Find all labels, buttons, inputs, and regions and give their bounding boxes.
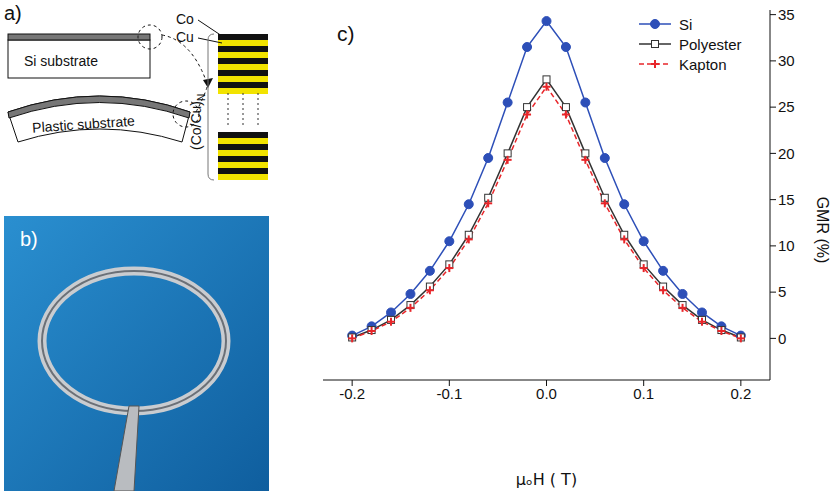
- svg-text:b): b): [20, 228, 38, 250]
- html-text:Kapton: Kapton: [679, 55, 727, 73]
- svg-text:(Co/Cu)N: (Co/Cu)N: [188, 94, 207, 150]
- html-text:μₒH ( T): μₒH ( T): [515, 470, 578, 489]
- svg-text:a): a): [4, 2, 22, 24]
- html-text:c): c): [337, 22, 355, 45]
- svg-text:Co: Co: [176, 11, 194, 27]
- svg-text:0.1: 0.1: [633, 385, 654, 402]
- svg-text:20: 20: [778, 145, 795, 162]
- svg-text:30: 30: [778, 52, 795, 69]
- svg-text:5: 5: [778, 283, 786, 300]
- svg-text:35: 35: [778, 6, 795, 23]
- svg-text:10: 10: [778, 237, 795, 254]
- svg-text:0.0: 0.0: [536, 385, 557, 402]
- svg-text:-0.2: -0.2: [339, 385, 365, 402]
- svg-text:Si substrate: Si substrate: [24, 53, 98, 69]
- svg-text:Plastic substrate: Plastic substrate: [32, 113, 136, 136]
- svg-text:15: 15: [778, 191, 795, 208]
- html-text:Polyester: Polyester: [679, 35, 742, 53]
- svg-text:Cu: Cu: [176, 29, 194, 45]
- svg-text:-0.1: -0.1: [436, 385, 462, 402]
- svg-text:0.2: 0.2: [730, 385, 751, 402]
- html-text:Si: Si: [679, 15, 693, 33]
- svg-text:25: 25: [778, 98, 795, 115]
- html-text:GMR (%): GMR (%): [814, 196, 831, 264]
- svg-text:0: 0: [778, 330, 786, 347]
